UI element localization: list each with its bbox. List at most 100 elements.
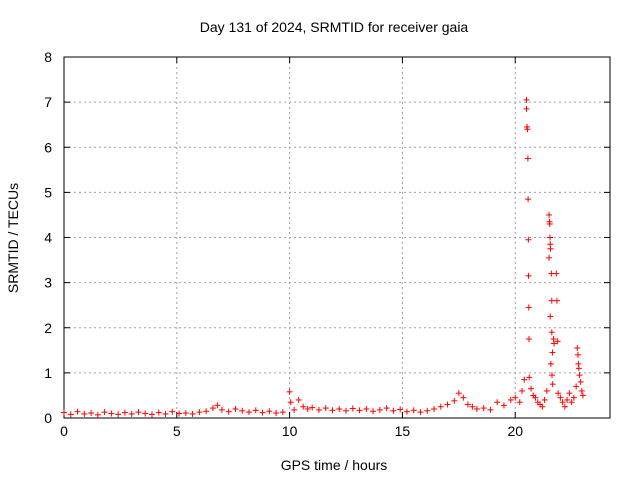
- data-point: [94, 411, 101, 418]
- data-point: [547, 245, 554, 252]
- data-point: [574, 351, 581, 358]
- data-point: [557, 394, 564, 401]
- data-point: [239, 407, 246, 414]
- data-point: [431, 405, 438, 412]
- data-point: [155, 409, 162, 416]
- data-point: [525, 236, 532, 243]
- data-point: [553, 270, 560, 277]
- grid-layer: [64, 57, 610, 418]
- data-point: [142, 410, 149, 417]
- x-tick-label: 5: [173, 423, 181, 439]
- data-point: [532, 394, 539, 401]
- data-point: [494, 399, 501, 406]
- data-point: [577, 378, 584, 385]
- data-point: [148, 411, 155, 418]
- data-point: [525, 272, 532, 279]
- data-point: [523, 105, 530, 112]
- data-point: [121, 409, 128, 416]
- data-point: [209, 405, 216, 412]
- data-point: [573, 383, 580, 390]
- data-point: [549, 349, 556, 356]
- data-point: [196, 409, 203, 416]
- data-point: [524, 126, 531, 133]
- data-point: [203, 408, 210, 415]
- data-point: [521, 376, 528, 383]
- data-point: [528, 385, 535, 392]
- data-point: [101, 409, 108, 416]
- data-point: [81, 410, 88, 417]
- data-point: [575, 365, 582, 372]
- data-point: [549, 381, 556, 388]
- y-tick-label: 8: [44, 49, 52, 65]
- data-point: [329, 407, 336, 414]
- data-point: [135, 409, 142, 416]
- data-point: [214, 402, 221, 409]
- data-point: [218, 406, 225, 413]
- data-point: [108, 410, 115, 417]
- data-point: [115, 411, 122, 418]
- data-point: [480, 405, 487, 412]
- data-point: [291, 406, 298, 413]
- data-point: [546, 254, 553, 261]
- x-tick-label: 20: [507, 423, 523, 439]
- data-points: [61, 96, 586, 418]
- data-point: [397, 406, 404, 413]
- data-point: [444, 401, 451, 408]
- data-point: [176, 410, 183, 417]
- data-point: [287, 399, 294, 406]
- data-point: [370, 408, 377, 415]
- data-point: [519, 387, 526, 394]
- data-point: [546, 220, 553, 227]
- data-point: [561, 403, 568, 410]
- data-point: [304, 405, 311, 412]
- data-point: [554, 338, 561, 345]
- data-point: [315, 406, 322, 413]
- data-point: [363, 405, 370, 412]
- data-point: [578, 387, 585, 394]
- data-point: [309, 404, 316, 411]
- data-point: [273, 410, 280, 417]
- data-point: [507, 396, 514, 403]
- data-point: [424, 407, 431, 414]
- data-point: [500, 402, 507, 409]
- data-point: [473, 405, 480, 412]
- data-point: [543, 387, 550, 394]
- data-point: [564, 396, 571, 403]
- chart-title: Day 131 of 2024, SRMTID for receiver gai…: [200, 19, 469, 35]
- data-point: [356, 407, 363, 414]
- data-point: [336, 405, 343, 412]
- data-point: [555, 390, 562, 397]
- y-tick-label: 4: [44, 230, 52, 246]
- y-tick-label: 2: [44, 320, 52, 336]
- data-point: [546, 211, 553, 218]
- data-point: [546, 234, 553, 241]
- data-point: [460, 394, 467, 401]
- tick-layer: [63, 56, 610, 419]
- y-tick-label: 7: [44, 94, 52, 110]
- data-point: [553, 297, 560, 304]
- data-point: [437, 403, 444, 410]
- data-point: [541, 396, 548, 403]
- data-point: [551, 340, 558, 347]
- data-point: [259, 409, 266, 416]
- data-point: [523, 96, 530, 103]
- data-point: [566, 390, 573, 397]
- data-point: [549, 372, 556, 379]
- data-point: [526, 336, 533, 343]
- data-point: [67, 411, 74, 418]
- y-tick-label: 5: [44, 184, 52, 200]
- data-point: [548, 297, 555, 304]
- x-tick-label: 10: [282, 423, 298, 439]
- data-point: [516, 399, 523, 406]
- data-point: [568, 399, 575, 406]
- data-point: [286, 388, 293, 395]
- data-point: [322, 405, 329, 412]
- data-point: [417, 409, 424, 416]
- y-tick-label: 1: [44, 365, 52, 381]
- data-point: [266, 408, 273, 415]
- data-point: [410, 407, 417, 414]
- data-point: [252, 407, 259, 414]
- data-point: [403, 408, 410, 415]
- data-point: [279, 409, 286, 416]
- data-point: [547, 360, 554, 367]
